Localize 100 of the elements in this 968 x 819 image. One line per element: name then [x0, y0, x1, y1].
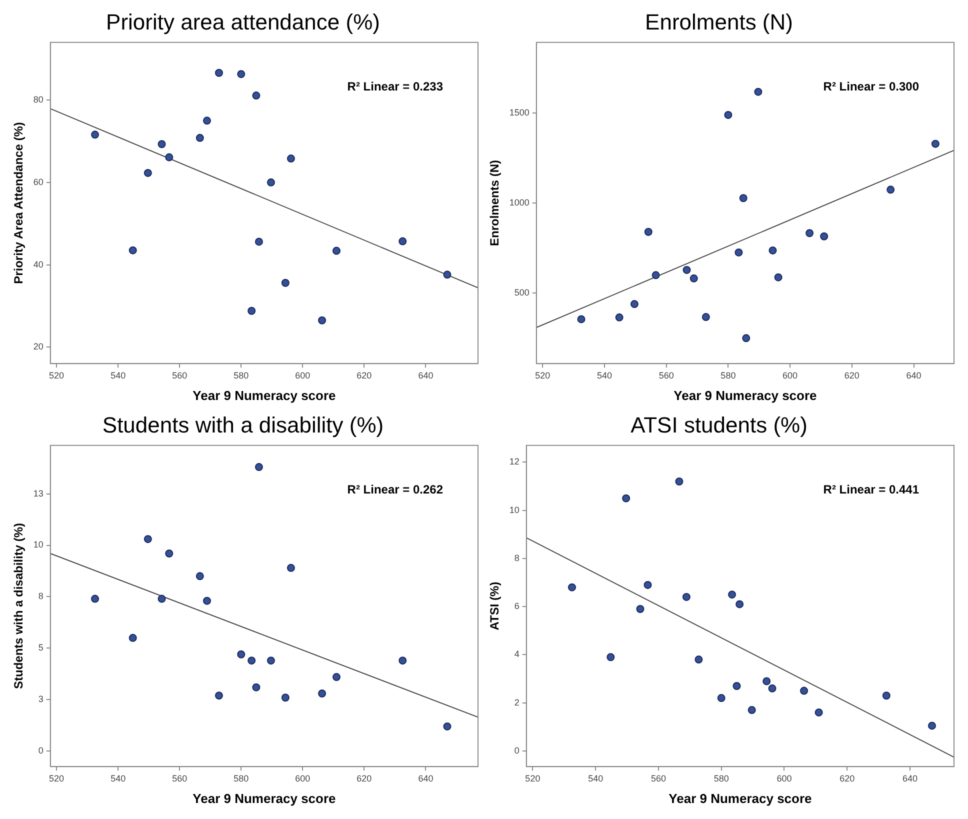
x-tick-label: 600 [782, 370, 798, 380]
point [577, 315, 586, 324]
y-tick-label: 4 [514, 649, 520, 660]
point [202, 596, 211, 605]
point [675, 477, 684, 486]
x-tick-label: 560 [658, 370, 674, 380]
x-tick-label: 580 [720, 370, 736, 380]
y-tick-label: 8 [38, 591, 44, 602]
x-tick-label: 520 [535, 370, 550, 380]
y-tick-label: 5 [38, 642, 44, 653]
point [286, 564, 295, 572]
x-tick-label: 640 [902, 773, 918, 784]
point [606, 653, 615, 662]
point [886, 186, 895, 194]
x-tick-label: 580 [234, 773, 249, 784]
point [800, 686, 808, 695]
chart-title: Enrolments (N) [645, 9, 793, 34]
point [196, 134, 204, 142]
x-tick-label: 520 [525, 773, 540, 784]
point [196, 572, 204, 580]
point [644, 228, 652, 236]
point [332, 673, 340, 682]
point [644, 580, 652, 589]
point [91, 594, 100, 603]
point [202, 116, 211, 125]
point [443, 270, 452, 279]
point [736, 600, 744, 608]
x-tick-label: 540 [110, 370, 126, 380]
x-axis-title: Year 9 Numeracy score [192, 790, 336, 806]
x-tick-label: 640 [906, 370, 922, 380]
point [739, 194, 748, 202]
y-tick-label: 3 [38, 694, 44, 704]
point [728, 590, 736, 599]
point [144, 535, 152, 544]
x-tick-label: 560 [172, 370, 188, 380]
y-tick-label: 40 [33, 259, 44, 270]
x-axis-title: Year 9 Numeracy score [674, 388, 817, 403]
point [254, 238, 263, 246]
point [622, 494, 630, 502]
point [690, 274, 698, 282]
y-tick-label: 2 [514, 697, 520, 708]
point [214, 68, 223, 77]
point [768, 246, 777, 254]
y-tick-label: 10 [33, 540, 44, 550]
x-tick-label: 560 [172, 773, 188, 784]
point [252, 683, 260, 692]
y-tick-label: 10 [509, 504, 520, 515]
point [717, 694, 726, 702]
point [281, 278, 290, 287]
point [128, 634, 137, 642]
x-tick-label: 620 [844, 370, 860, 380]
y-tick-label: 0 [38, 746, 44, 756]
x-tick-label: 580 [234, 370, 249, 380]
point [165, 549, 174, 558]
x-axis-title: Year 9 Numeracy score [192, 388, 336, 403]
point [266, 656, 275, 665]
point [774, 273, 782, 282]
x-tick-label: 520 [49, 773, 64, 784]
point [768, 684, 776, 692]
y-tick-label: 13 [33, 488, 44, 498]
point [248, 306, 256, 315]
point [318, 690, 326, 698]
point [398, 237, 407, 246]
y-tick-label: 1000 [509, 197, 530, 208]
point [286, 154, 295, 163]
point [144, 168, 152, 177]
point [248, 656, 256, 665]
point [398, 656, 407, 665]
point [652, 271, 660, 280]
y-tick-label: 500 [514, 288, 530, 298]
point [615, 313, 624, 322]
x-tick-label: 600 [295, 370, 310, 380]
point [724, 110, 732, 119]
point [682, 592, 690, 601]
point [237, 70, 246, 78]
point [702, 313, 710, 322]
point [742, 334, 750, 342]
point [332, 246, 340, 255]
point [636, 605, 644, 614]
x-tick-label: 580 [714, 773, 729, 784]
point [754, 88, 762, 96]
point [748, 706, 756, 714]
point [281, 694, 290, 702]
y-axis-title: Students with a disability (%) [12, 522, 26, 690]
point [254, 463, 263, 472]
x-tick-label: 540 [596, 370, 612, 380]
point [694, 656, 703, 664]
point [814, 708, 823, 716]
y-tick-label: 6 [514, 601, 520, 612]
point [568, 583, 576, 592]
y-axis-title: ATSI (%) [488, 582, 502, 630]
x-tick-label: 600 [776, 773, 792, 784]
point [237, 650, 246, 658]
x-tick-label: 560 [650, 773, 666, 784]
x-tick-label: 620 [840, 773, 855, 784]
point [928, 722, 936, 730]
point [443, 722, 452, 730]
point [734, 248, 743, 256]
point [882, 692, 890, 700]
y-tick-label: 60 [33, 176, 44, 187]
